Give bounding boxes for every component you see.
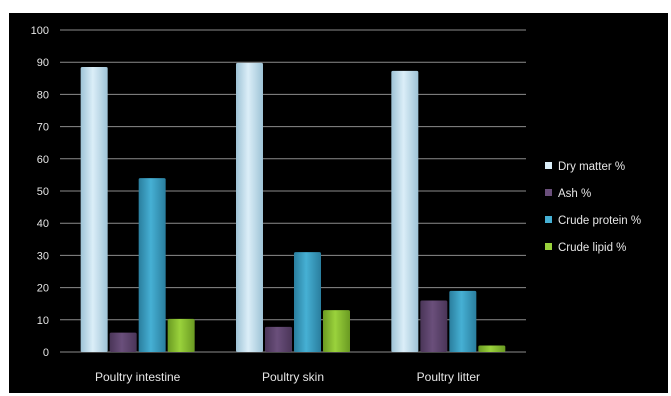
legend-label: Dry matter %	[558, 161, 625, 173]
legend-label: Ash %	[558, 188, 591, 200]
bar	[323, 310, 350, 352]
x-category-label: Poultry intestine	[95, 370, 181, 384]
bar	[420, 300, 448, 352]
legend-swatch	[545, 189, 552, 196]
y-tick-label: 40	[37, 218, 49, 230]
y-tick-label: 10	[37, 315, 49, 327]
legend-swatch	[545, 216, 552, 223]
x-category-label: Poultry litter	[417, 370, 480, 384]
y-tick-label: 70	[37, 122, 49, 134]
x-category-label: Poultry skin	[262, 370, 324, 384]
legend-label: Crude lipid %	[558, 242, 626, 254]
bar	[109, 332, 137, 352]
bar	[265, 326, 292, 352]
y-tick-label: 90	[37, 57, 49, 69]
legend-swatch	[545, 162, 552, 169]
bar	[80, 67, 108, 352]
bar	[167, 318, 195, 352]
bar	[294, 252, 321, 352]
bar-chart: 0 10 20 30 40 50 60 70 80 90 100 Poultry intestine P…	[31, 25, 641, 384]
bar	[478, 345, 506, 352]
y-tick-label: 0	[43, 347, 49, 359]
legend-label: Crude protein %	[558, 215, 641, 227]
bar	[138, 178, 166, 352]
y-tick-label: 100	[31, 25, 49, 37]
y-tick-label: 60	[37, 154, 49, 166]
bar	[391, 70, 419, 353]
y-tick-label: 50	[37, 186, 49, 198]
y-tick-label: 80	[37, 89, 49, 101]
y-tick-label: 30	[37, 250, 49, 262]
chart-area: 0 10 20 30 40 50 60 70 80 90 100 Poultry intestine P…	[9, 13, 668, 393]
bar	[449, 290, 477, 352]
bar	[236, 62, 263, 353]
y-tick-label: 20	[37, 283, 49, 295]
legend-swatch	[545, 243, 552, 250]
